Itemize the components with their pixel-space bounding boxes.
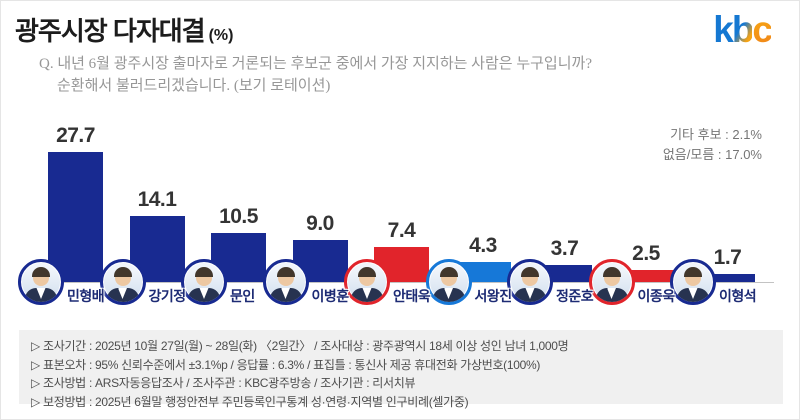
photo-body	[677, 288, 709, 302]
photo-body	[106, 288, 139, 302]
side-stats: 기타 후보 : 2.1% 없음/모름 : 17.0%	[663, 125, 762, 165]
photo-body	[514, 288, 546, 302]
candidate-photo-강기정	[99, 259, 146, 305]
bar-value-이병훈: 9.0	[306, 212, 334, 235]
bar-value-문인: 10.5	[219, 205, 258, 228]
footnote-method: ▷ 조사방법 : ARS자동응답조사 / 조사주관 : KBC광주방송 / 조사…	[31, 376, 416, 390]
photo-body	[351, 288, 383, 302]
candidate-name-이종욱: 이종욱	[637, 288, 676, 304]
kbc-logo: kbc	[713, 9, 773, 51]
methodology-footnotes: ▷ 조사기간 : 2025년 10월 27일(월) ~ 28일(화) 〈2일간〉…	[19, 330, 783, 409]
page-title: 광주시장 다자대결 (%)	[15, 11, 233, 48]
bar-value-이종욱: 2.5	[632, 242, 660, 265]
photo-head	[32, 267, 50, 286]
page-title-unit: (%)	[208, 27, 234, 44]
candidate-name-민형배: 민형배	[67, 288, 105, 304]
candidate-photo-민형배	[18, 259, 64, 305]
candidate-name-이병훈: 이병훈	[311, 288, 350, 304]
candidate-photo-안태욱	[344, 259, 390, 305]
photo-head	[521, 267, 539, 286]
survey-question-line1: Q. 내년 6월 광주시장 출마자로 거론되는 후보군 중에서 가장 지지하는 …	[39, 56, 592, 72]
survey-question-line2: 순환해서 불러드리겠습니다. (보기 로테이션)	[57, 78, 331, 94]
photo-head	[684, 267, 702, 286]
candidate-name-강기정: 강기정	[148, 288, 187, 304]
kbc-logo-letter-b: b	[731, 9, 755, 50]
page-title-text: 광주시장 다자대결	[15, 16, 206, 46]
bar-이형석	[700, 274, 755, 282]
others-stat: 기타 후보 : 2.1%	[670, 127, 762, 142]
candidate-name-서왕진: 서왕진	[474, 288, 513, 304]
photo-head	[439, 267, 458, 286]
candidate-name-이형석: 이형석	[719, 288, 757, 304]
photo-body	[269, 288, 302, 302]
footnote-error: ▷ 표본오차 : 95% 신뢰수준에서 ±3.1%p / 응답률 : 6.3% …	[31, 357, 541, 372]
bar-value-서왕진: 4.3	[469, 234, 497, 257]
photo-head	[276, 267, 295, 286]
candidate-photo-서왕진	[425, 259, 472, 305]
candidate-photo-문인	[181, 259, 227, 305]
candidate-name-안태욱: 안태욱	[393, 288, 431, 304]
photo-head	[113, 267, 132, 286]
kbc-logo-letter-k: k	[713, 9, 734, 50]
x-axis-line	[46, 282, 774, 283]
photo-head	[358, 267, 376, 286]
candidate-photo-이형석	[670, 259, 716, 305]
photo-body	[188, 288, 220, 302]
candidate-photo-이종욱	[588, 259, 635, 305]
photo-head	[195, 267, 213, 286]
candidate-photo-정준호	[507, 259, 553, 305]
photo-body	[25, 288, 57, 302]
none-dontknow-stat: 없음/모름 : 17.0%	[662, 147, 762, 162]
photo-body	[595, 288, 628, 302]
bar-value-안태욱: 7.4	[387, 219, 416, 242]
candidate-photo-이병훈	[262, 259, 309, 305]
photo-head	[602, 267, 621, 286]
candidate-name-문인: 문인	[230, 288, 255, 304]
footnote-period: ▷ 조사기간 : 2025년 10월 27일(월) ~ 28일(화) 〈2일간〉…	[31, 339, 569, 353]
candidate-name-정준호: 정준호	[556, 288, 594, 304]
bar-value-강기정: 14.1	[137, 188, 177, 211]
survey-question: Q. 내년 6월 광주시장 출마자로 거론되는 후보군 중에서 가장 지지하는 …	[39, 53, 592, 97]
bar-value-민형배: 27.7	[56, 124, 95, 147]
bar-value-이형석: 1.7	[713, 246, 742, 269]
bar-민형배	[48, 152, 103, 282]
bar-value-정준호: 3.7	[550, 237, 579, 260]
photo-body	[432, 288, 465, 302]
kbc-logo-letter-c: c	[752, 9, 773, 50]
footnote-weighting: ▷ 보정방법 : 2025년 6월말 행정안전부 주민등록인구통계 성·연령·지…	[31, 394, 469, 409]
